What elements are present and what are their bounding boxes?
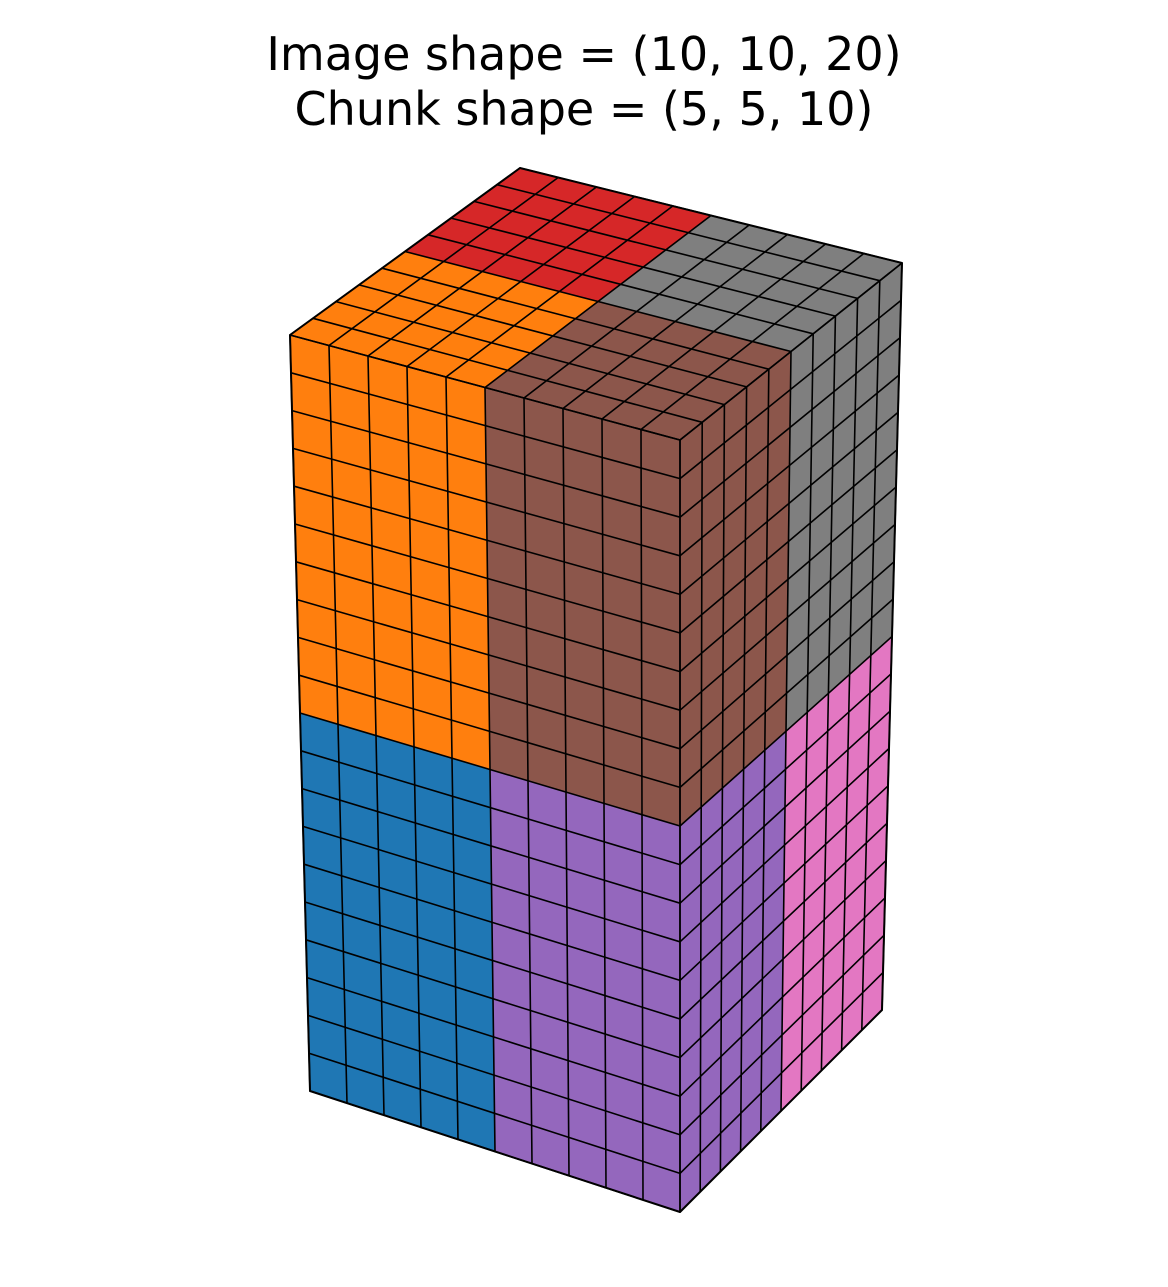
left-grid-line — [304, 901, 681, 1020]
right-grid-line — [679, 859, 887, 1059]
left-grid-line — [303, 863, 681, 982]
chunk-top-front-top — [485, 301, 791, 440]
chunk-bottom-front-right-face — [680, 731, 786, 1212]
chunk-top-right-face — [786, 263, 902, 732]
left-grid-line — [295, 560, 681, 673]
chunk-top-right-top — [598, 215, 902, 352]
volume-outline — [289, 167, 903, 1213]
top-grid-line — [404, 250, 792, 353]
left-grid-line — [296, 598, 681, 712]
right-grid-line — [679, 336, 901, 519]
right-grid-line — [679, 635, 893, 827]
left-grid-line — [298, 674, 681, 789]
title-line-2: Chunk shape = (5, 5, 10) — [295, 82, 874, 136]
top-grid-line — [335, 300, 726, 406]
right-grid-line — [679, 747, 890, 943]
right-grid-line — [679, 560, 895, 750]
left-grid-line — [307, 1014, 681, 1136]
right-grid-line — [679, 448, 898, 634]
top-grid-line — [381, 267, 770, 371]
left-grid-line — [293, 485, 681, 596]
chunk-top-front-face — [485, 387, 680, 826]
left-grid-line — [299, 712, 681, 827]
left-grid-line — [308, 1052, 681, 1175]
left-grid-line — [300, 749, 681, 866]
right-grid-line — [679, 523, 896, 712]
left-grid-line — [305, 938, 681, 1059]
right-grid-line — [679, 411, 899, 596]
left-grid-line — [291, 409, 681, 519]
left-grid-line — [290, 371, 681, 480]
top-grid-line — [312, 317, 704, 424]
left-grid-line — [297, 636, 681, 750]
left-grid-line — [292, 447, 681, 557]
right-grid-line — [679, 598, 894, 789]
top-grid-line — [496, 183, 881, 282]
right-grid-line — [679, 785, 889, 982]
left-grid-line — [302, 825, 681, 943]
left-grid-line — [306, 976, 681, 1097]
left-grid-line — [301, 787, 681, 905]
top-grid-line — [358, 284, 748, 388]
volume-outline-path — [289, 167, 903, 1213]
right-grid-line — [679, 486, 897, 673]
top-grid-line — [473, 200, 859, 300]
right-grid-line — [679, 971, 884, 1175]
top-grid-line — [289, 334, 681, 441]
chunk-top-left-top — [290, 251, 598, 388]
chunk-bottom-right-face — [781, 636, 892, 1111]
chunk-bottom-left-face — [300, 713, 495, 1152]
right-grid-line — [679, 822, 888, 1020]
right-grid-line — [679, 934, 885, 1136]
right-grid-line — [679, 710, 891, 905]
top-grid-line — [450, 217, 837, 317]
top-grid-line — [427, 234, 815, 335]
chunk-bottom-front-face — [490, 769, 680, 1212]
title-line-1: Image shape = (10, 10, 20) — [266, 27, 901, 81]
right-grid-line — [679, 374, 900, 557]
chunk-top-left-face — [290, 335, 490, 770]
chunk-top-front-right-face — [680, 351, 791, 826]
left-grid-line — [294, 523, 681, 634]
cube-faces — [290, 168, 902, 1212]
right-grid-line — [679, 897, 886, 1097]
chunk-top-back-top — [405, 168, 711, 302]
right-grid-line — [679, 299, 902, 480]
right-grid-line — [679, 673, 892, 866]
